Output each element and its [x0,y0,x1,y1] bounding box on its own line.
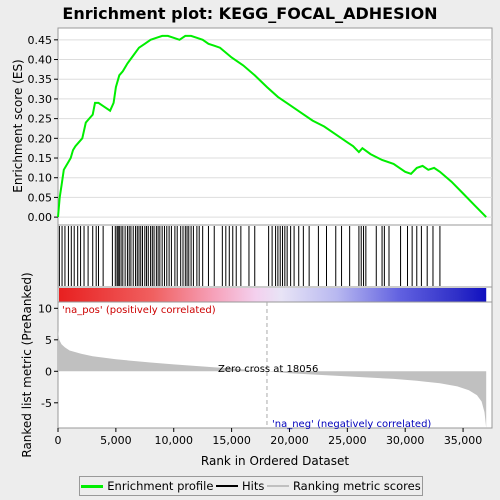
legend: Enrichment profile Hits Ranking metric s… [79,476,423,496]
hits-panel [57,224,493,288]
x-tick-label: 5,000 [100,434,132,447]
es-tick-label: 0.10 [28,172,53,185]
hit-markers [58,226,441,286]
legend-hits-swatch [216,485,239,487]
metric-tick-label: 5 [45,334,52,347]
metric-y-ticks: 10 5 0 -5 [38,302,58,410]
zero-cross-annotation: Zero cross at 18056 [218,364,318,375]
x-tick-label: 0 [55,434,62,447]
es-tick-label: 0.00 [28,211,53,224]
legend-item-profile: Enrichment profile [81,479,213,493]
x-tick-label: 25,000 [328,434,367,447]
ranking-metric-area [58,330,487,428]
x-tick-label: 20,000 [270,434,309,447]
metric-tick-label: 0 [45,365,52,378]
x-tick-label: 30,000 [386,434,425,447]
metric-tick-label: -5 [41,397,52,410]
es-tick-label: 0.40 [28,54,53,67]
x-tick-label: 10,000 [154,434,193,447]
es-tick-label: 0.35 [28,73,53,86]
es-panel [57,27,493,226]
enrichment-profile-line [57,34,487,218]
es-y-ticks: 0.00 0.05 0.10 0.15 0.20 0.25 0.30 0.35 0.40 0.45 [28,34,58,224]
legend-item-hits: Hits [216,479,264,493]
metric-tick-label: 10 [38,302,52,315]
legend-profile-label: Enrichment profile [107,479,214,493]
es-tick-label: 0.15 [28,152,53,165]
legend-metric-swatch [266,485,289,487]
x-tick-label: 35,000 [444,434,483,447]
legend-profile-swatch [81,484,104,488]
es-tick-label: 0.30 [28,93,53,106]
es-tick-label: 0.45 [28,34,53,47]
legend-metric-label: Ranking metric scores [292,479,421,493]
legend-hits-label: Hits [242,479,265,493]
x-axis-label: Rank in Ordered Dataset [201,454,349,468]
es-grid [58,39,492,218]
metric-y-axis-label: Ranked list metric (PreRanked) [20,272,34,457]
es-tick-label: 0.05 [28,191,53,204]
ranking-colorbar [59,288,487,302]
chart-title: Enrichment plot: KEGG_FOCAL_ADHESION [62,4,437,23]
es-tick-label: 0.25 [28,113,53,126]
es-y-axis-label: Enrichment score (ES) [11,59,25,192]
neg-annotation: 'na_neg' (negatively correlated) [272,419,431,430]
es-tick-label: 0.20 [28,132,53,145]
legend-item-metric: Ranking metric scores [266,479,421,493]
x-ticks: 0 5,000 10,000 15,000 20,000 25,000 30,000 35,0… [55,428,483,447]
pos-annotation: 'na_pos' (positively correlated) [62,305,216,316]
x-tick-label: 15,000 [212,434,251,447]
